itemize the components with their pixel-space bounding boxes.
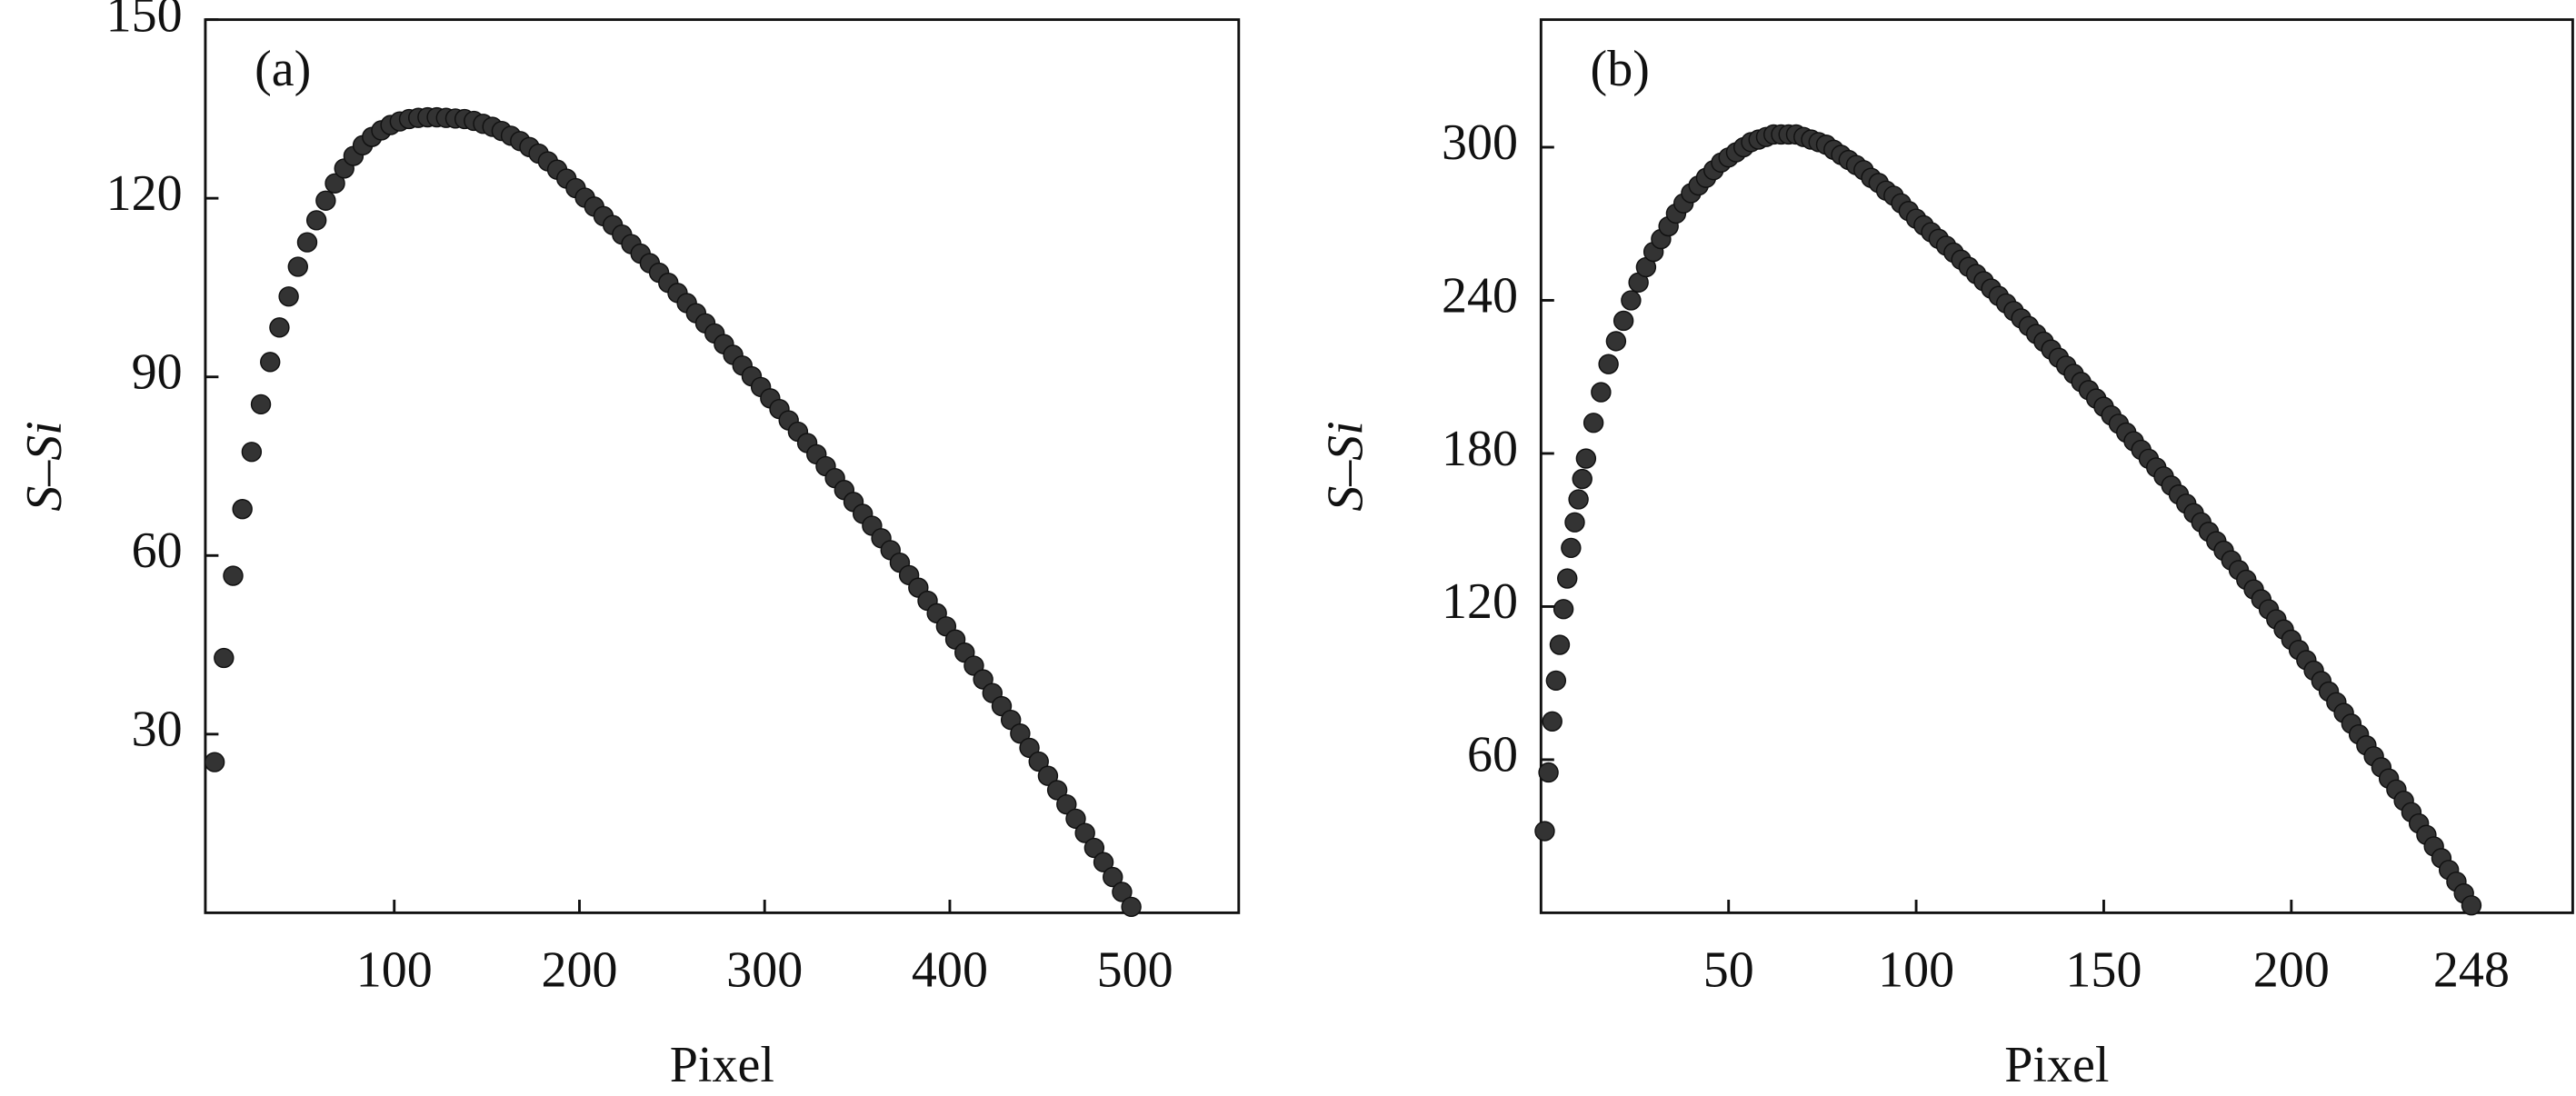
data-point: [1591, 382, 1612, 403]
data-point: [1112, 882, 1133, 902]
y-tick-label: 120: [106, 165, 183, 222]
data-point: [2461, 895, 2482, 916]
data-point: [1093, 852, 1114, 872]
data-point: [1612, 310, 1634, 332]
data-point: [315, 190, 336, 211]
data-point: [269, 317, 290, 338]
y-tick-label: 150: [106, 0, 183, 43]
y-tick-label: 240: [1442, 267, 1518, 324]
x-axis-title: Pixel: [670, 1037, 774, 1093]
plot-frame: [204, 18, 1241, 914]
data-point: [1621, 290, 1642, 311]
data-point: [204, 752, 225, 772]
data-point: [260, 352, 281, 373]
x-tick-label: 500: [1097, 942, 1173, 999]
y-tick-label: 60: [1467, 727, 1518, 783]
data-point: [1598, 354, 1619, 374]
data-point: [1542, 711, 1563, 732]
y-tick-label: 120: [1442, 573, 1518, 630]
data-point: [1046, 780, 1068, 801]
data-point: [1056, 793, 1077, 815]
data-point: [214, 647, 235, 669]
y-tick-label: 30: [132, 702, 183, 758]
x-tick-label: 200: [2253, 942, 2330, 999]
x-tick-label: 150: [2065, 942, 2142, 999]
panel-label: (b): [1591, 41, 1650, 97]
data-point: [296, 232, 318, 253]
data-point: [1553, 599, 1574, 620]
plot-frame: [1539, 18, 2574, 914]
x-tick-label: 400: [912, 942, 988, 999]
data-point: [1065, 808, 1086, 830]
data-point: [1121, 896, 1142, 918]
data-point: [1545, 670, 1567, 692]
data-point: [1010, 723, 1031, 744]
data-point: [1561, 537, 1582, 559]
data-point: [1074, 822, 1095, 843]
data-point: [1037, 765, 1059, 786]
data-point: [1605, 331, 1627, 352]
y-axis-title: S–Si: [1317, 421, 1373, 511]
data-point: [1564, 512, 1585, 533]
data-point: [1557, 568, 1578, 589]
data-point: [287, 256, 308, 277]
data-point: [305, 210, 327, 231]
x-axis-title: Pixel: [2004, 1037, 2109, 1093]
data-point: [1538, 762, 1559, 783]
data-point: [1083, 837, 1105, 859]
data-point: [324, 173, 345, 194]
data-point: [1103, 866, 1123, 888]
x-tick-label: 100: [1878, 942, 1954, 999]
data-point: [1583, 413, 1604, 433]
data-point: [223, 565, 244, 586]
panel-label: (a): [255, 41, 311, 97]
data-point: [1549, 634, 1571, 655]
data-point: [241, 442, 263, 463]
data-point: [1572, 468, 1593, 490]
y-axis-title: S–Si: [16, 421, 73, 511]
y-tick-label: 60: [132, 523, 183, 579]
data-point: [1534, 821, 1555, 842]
data-point: [250, 394, 272, 415]
y-tick-label: 300: [1442, 115, 1518, 171]
x-tick-label: 300: [726, 942, 803, 999]
y-tick-label: 180: [1442, 421, 1518, 477]
x-tick-label: 50: [1703, 942, 1754, 999]
data-point: [1575, 448, 1597, 469]
data-point: [1568, 489, 1589, 510]
x-tick-label: 100: [356, 942, 433, 999]
x-tick-label: 248: [2433, 942, 2510, 999]
data-point: [1028, 751, 1049, 772]
x-tick-label: 200: [541, 942, 617, 999]
data-point: [232, 499, 253, 520]
y-tick-label: 90: [132, 344, 183, 401]
data-point: [278, 286, 299, 307]
